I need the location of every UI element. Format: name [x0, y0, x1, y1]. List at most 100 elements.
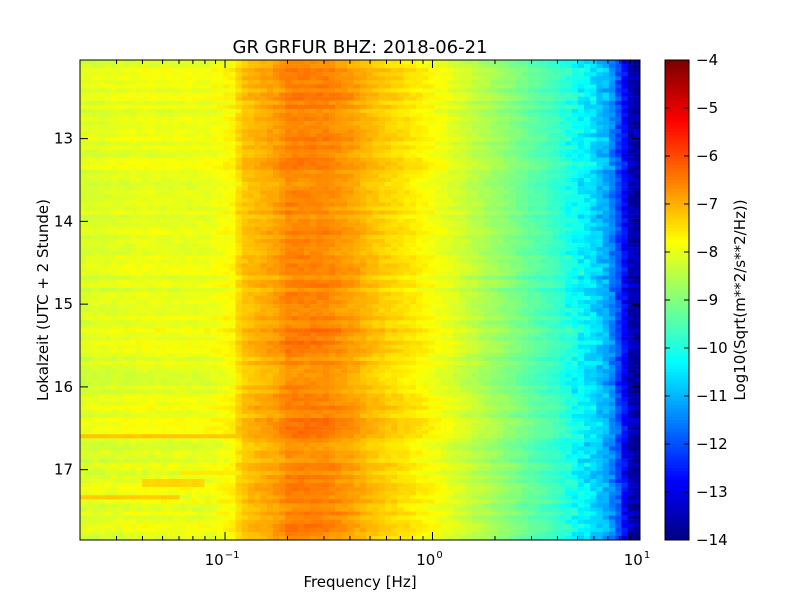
- heatmap-cell: [366, 202, 373, 207]
- heatmap-cell: [440, 206, 448, 211]
- heatmap-cell: [285, 275, 292, 280]
- heatmap-cell: [453, 255, 460, 260]
- heatmap-cell: [577, 153, 585, 158]
- heatmap-cell: [279, 112, 286, 118]
- heatmap-cell: [179, 80, 187, 85]
- heatmap-cell: [179, 68, 187, 73]
- heatmap-cell: [279, 194, 286, 199]
- heatmap-cell: [185, 116, 193, 122]
- heatmap-cell: [509, 64, 516, 69]
- heatmap-cell: [577, 182, 585, 187]
- heatmap-cell: [403, 218, 411, 223]
- heatmap-cell: [285, 234, 292, 240]
- heatmap-cell: [341, 271, 348, 276]
- heatmap-cell: [571, 96, 579, 101]
- heatmap-cell: [515, 100, 523, 105]
- heatmap-cell: [347, 96, 355, 101]
- heatmap-cell: [235, 68, 243, 73]
- heatmap-cell: [272, 76, 280, 81]
- heatmap-cell: [447, 157, 454, 162]
- heatmap-cell: [322, 84, 330, 89]
- heatmap-cell: [447, 108, 454, 114]
- heatmap-cell: [397, 76, 404, 81]
- heatmap-cell: [80, 259, 87, 264]
- heatmap-cell: [428, 263, 435, 268]
- heatmap-cell: [241, 255, 249, 260]
- heatmap-cell: [80, 121, 87, 126]
- heatmap-cell: [615, 100, 622, 105]
- heatmap-cell: [584, 226, 591, 232]
- heatmap-cell: [260, 104, 267, 110]
- heatmap-cell: [608, 218, 616, 223]
- heatmap-cell: [260, 177, 267, 183]
- heatmap-cell: [279, 76, 286, 81]
- heatmap-cell: [534, 194, 541, 199]
- heatmap-cell: [366, 88, 373, 93]
- heatmap-cell: [173, 112, 180, 118]
- heatmap-cell: [409, 100, 417, 105]
- heatmap-cell: [472, 206, 479, 211]
- heatmap-cell: [484, 60, 491, 65]
- heatmap-cell: [173, 141, 180, 146]
- heatmap-cell: [291, 182, 299, 187]
- heatmap-cell: [503, 194, 510, 199]
- heatmap-cell: [136, 255, 143, 260]
- heatmap-cell: [254, 157, 261, 162]
- heatmap-cell: [148, 222, 155, 228]
- heatmap-cell: [86, 243, 93, 248]
- heatmap-cell: [621, 116, 628, 122]
- heatmap-cell: [472, 182, 479, 187]
- heatmap-cell: [92, 60, 99, 65]
- heatmap-cell: [565, 125, 572, 130]
- heatmap-cell: [503, 255, 510, 260]
- heatmap-cell: [366, 271, 373, 276]
- heatmap-cell: [154, 230, 162, 236]
- heatmap-cell: [608, 84, 616, 89]
- heatmap-cell: [621, 157, 628, 162]
- heatmap-cell: [478, 190, 485, 195]
- heatmap-cell: [366, 104, 373, 110]
- heatmap-cell: [416, 259, 423, 264]
- heatmap-cell: [235, 234, 243, 240]
- heatmap-cell: [559, 202, 566, 207]
- heatmap-cell: [515, 279, 523, 284]
- heatmap-cell: [509, 104, 516, 110]
- heatmap-cell: [316, 271, 323, 276]
- heatmap-cell: [192, 182, 199, 187]
- heatmap-cell: [633, 116, 641, 122]
- heatmap-cell: [615, 186, 622, 191]
- heatmap-cell: [204, 157, 211, 162]
- heatmap-cell: [86, 108, 93, 114]
- heatmap-cell: [621, 230, 628, 236]
- heatmap-cell: [397, 125, 404, 130]
- heatmap-cell: [123, 177, 131, 183]
- heatmap-cell: [304, 76, 311, 81]
- heatmap-cell: [378, 230, 386, 236]
- heatmap-cell: [378, 157, 386, 162]
- heatmap-cell: [615, 161, 622, 167]
- heatmap-cell: [129, 64, 137, 69]
- heatmap-cell: [615, 226, 622, 232]
- heatmap-cell: [285, 112, 292, 118]
- heatmap-cell: [260, 186, 267, 191]
- heatmap-cell: [540, 153, 547, 158]
- heatmap-cell: [496, 206, 504, 211]
- heatmap-cell: [552, 72, 560, 77]
- heatmap-cell: [546, 226, 554, 232]
- heatmap-cell: [123, 259, 131, 264]
- heatmap-cell: [453, 251, 460, 256]
- heatmap-cell: [627, 243, 635, 248]
- heatmap-cell: [552, 112, 560, 118]
- heatmap-cell: [416, 169, 423, 175]
- heatmap-cell: [391, 129, 398, 134]
- heatmap-cell: [123, 129, 131, 134]
- heatmap-cell: [179, 96, 187, 101]
- heatmap-cell: [310, 230, 317, 236]
- heatmap-cell: [409, 206, 417, 211]
- heatmap-cell: [173, 161, 180, 167]
- heatmap-cell: [260, 121, 267, 126]
- heatmap-cell: [347, 263, 355, 268]
- heatmap-cell: [210, 153, 218, 158]
- heatmap-cell: [167, 64, 174, 69]
- heatmap-cell: [559, 234, 566, 240]
